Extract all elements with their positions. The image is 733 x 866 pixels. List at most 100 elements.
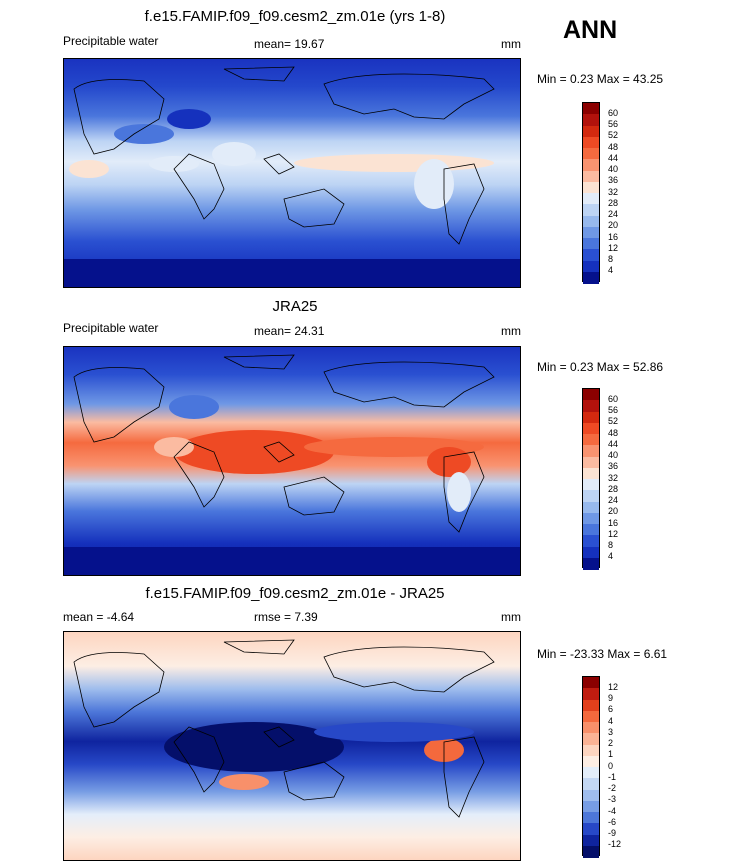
panel3-units-label: mm [501,610,521,624]
colorbar-tick-label: 1 [608,749,614,760]
colorbar-tick-label: 24 [608,209,619,219]
colorbar-swatch [583,389,599,401]
colorbar-tick-label: 44 [608,152,619,163]
colorbar-tick-label: 56 [608,405,619,415]
colorbar-tick-label: 6 [608,704,614,715]
colorbar-tick-label: 12 [608,681,619,692]
colorbar-tick-label: 8 [608,254,614,264]
panel1-units-label: mm [501,37,521,51]
colorbar-tick-label: 40 [608,450,619,460]
colorbar-tick-label: -3 [608,794,617,805]
colorbar-tick-label: 40 [608,164,619,174]
colorbar-swatch [583,744,599,757]
colorbar-swatch [583,411,599,424]
colorbar-swatch [583,422,599,435]
colorbar-swatch [583,767,599,779]
colorbar-tick-label: 12 [608,528,619,539]
colorbar-tick-label: 60 [608,393,619,404]
colorbar-tick-label: 3 [608,726,614,737]
colorbar-tick-label: 9 [608,693,614,703]
colorbar-swatch [583,823,599,836]
colorbar-tick-label: 16 [608,517,619,528]
panel2-variable-label: Precipitable water [63,321,159,335]
colorbar-swatch [583,479,599,491]
colorbar-swatch [583,103,599,115]
colorbar-tick-label: 20 [608,506,619,517]
colorbar-tick-label: 16 [608,231,619,242]
colorbar-swatch [583,778,599,791]
panel3-rmse-label: rmse = 7.39 [254,610,318,624]
colorbar-swatch [583,400,599,413]
colorbar-tick-label: 44 [608,438,619,449]
colorbar-tick-label: 28 [608,483,619,494]
colorbar-swatch [583,271,599,284]
colorbar-swatch [583,699,599,712]
panel1-title: f.e15.FAMIP.f09_f09.cesm2_zm.01e (yrs 1-… [144,8,446,25]
colorbar-swatch [583,159,599,172]
colorbar-swatch [583,260,599,273]
colorbar-tick-label: 0 [608,760,614,771]
panel2-title: JRA25 [272,298,318,315]
colorbar-swatch [583,546,599,559]
colorbar-tick-label: -6 [608,816,617,827]
colorbar-swatch [583,501,599,514]
colorbar-swatch [583,204,599,217]
colorbar-tick-label: 36 [608,461,619,472]
colorbar-swatch [583,512,599,525]
colorbar-swatch [583,434,599,446]
colorbar-swatch [583,688,599,701]
colorbar-swatch [583,467,599,480]
colorbar-swatch [583,800,599,813]
colorbar-tick-label: 4 [608,265,614,276]
colorbar-tick-label: 32 [608,472,619,483]
panel2-minmax-label: Min = 0.23 Max = 52.86 [537,360,664,374]
panel3-minmax-label: Min = -23.33 Max = 6.61 [537,647,668,661]
colorbar-tick-label: 4 [608,551,614,562]
colorbar-swatch [583,114,599,127]
colorbar-swatch [583,722,599,734]
colorbar-swatch [583,845,599,858]
colorbar-swatch [583,249,599,262]
colorbar-tick-label: 52 [608,416,619,427]
colorbar-tick-label: 48 [608,141,619,152]
panel1-minmax-label: Min = 0.23 Max = 43.25 [537,72,664,86]
colorbar-tick-label: 12 [608,242,619,253]
colorbar-tick-label: -9 [608,828,617,838]
colorbar-swatch [583,445,599,458]
colorbar-tick-label: -4 [608,805,617,816]
colorbar-swatch [583,490,599,503]
panel2-map [63,346,521,576]
colorbar-swatch [583,812,599,824]
colorbar-swatch [583,834,599,847]
colorbar-tick-label: -2 [608,783,617,793]
panel3-title: f.e15.FAMIP.f09_f09.cesm2_zm.01e - JRA25 [145,585,445,602]
colorbar-swatch [583,215,599,228]
colorbar-swatch [583,524,599,536]
colorbar-swatch [583,125,599,138]
colorbar-tick-label: 32 [608,186,619,197]
colorbar-swatch [583,148,599,160]
colorbar-swatch [583,238,599,250]
panel1-map [63,58,521,288]
panel3-map [63,631,521,861]
colorbar-swatch [583,710,599,723]
colorbar-swatch [583,755,599,768]
colorbar-swatch [583,677,599,689]
colorbar-tick-label: 56 [608,119,619,129]
colorbar-swatch [583,181,599,194]
colorbar-swatch [583,226,599,239]
colorbar-swatch [583,733,599,746]
colorbar-tick-label: 24 [608,495,619,505]
colorbar-tick-label: 2 [608,738,614,748]
panel3-mean-label: mean = -4.64 [63,610,135,624]
panel1-variable-label: Precipitable water [63,34,159,48]
colorbar-swatch [583,557,599,570]
season-label: ANN [563,16,618,44]
colorbar-tick-label: 36 [608,175,619,186]
colorbar-swatch [583,789,599,802]
colorbar-swatch [583,193,599,205]
colorbar-swatch [583,136,599,149]
colorbar-tick-label: 4 [608,715,614,726]
panel2-units-label: mm [501,324,521,338]
colorbar-swatch [583,535,599,548]
